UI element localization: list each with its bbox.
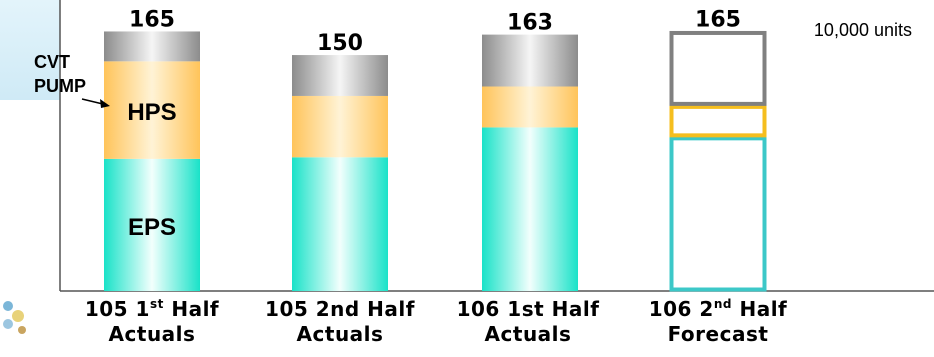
unit-label: 10,000 units <box>813 20 912 40</box>
bar-segment-cvt-pump-2 <box>292 55 388 96</box>
decorative-illustration <box>3 301 26 334</box>
total-label-3: 163 <box>507 11 553 36</box>
bar-segment-eps-1 <box>104 158 200 291</box>
bar-segment-cvt-pump-3 <box>482 34 578 87</box>
background-panel <box>0 0 60 100</box>
bar-segment-eps-4 <box>669 136 767 292</box>
bar-segment-eps-3 <box>482 127 578 291</box>
category-label-106-1st-half: 106 1st Half Actuals <box>456 297 600 346</box>
bar-segment-hps-1 <box>104 61 200 159</box>
category-label-105-2nd-half: 105 2nd Half Actuals <box>265 297 415 346</box>
bar-segment-cvt-pump-4 <box>669 30 767 106</box>
total-label-4: 165 <box>695 7 741 32</box>
bar-segment-cvt-pump-1 <box>104 31 200 62</box>
category-label-105-1st-half: 105 1st Half Actuals <box>84 297 220 346</box>
bar-segment-hps-4 <box>669 104 767 138</box>
cvt-label-line2: PUMP <box>34 76 87 96</box>
bar-segment-eps-2 <box>292 157 388 291</box>
total-label-1: 165 <box>129 7 175 32</box>
total-label-2: 150 <box>317 31 363 56</box>
cvt-pump-arrow <box>81 98 110 108</box>
series-label-hps: HPS <box>127 99 176 126</box>
category-label-106-2nd-half: 106 2nd Half Forecast <box>648 297 788 346</box>
series-label-eps: EPS <box>128 214 176 241</box>
bar-segment-hps-3 <box>482 86 578 128</box>
cvt-pump-label: CVT PUMP <box>34 50 86 96</box>
bar-segment-hps-2 <box>292 95 388 158</box>
cvt-label-line1: CVT <box>34 52 70 72</box>
